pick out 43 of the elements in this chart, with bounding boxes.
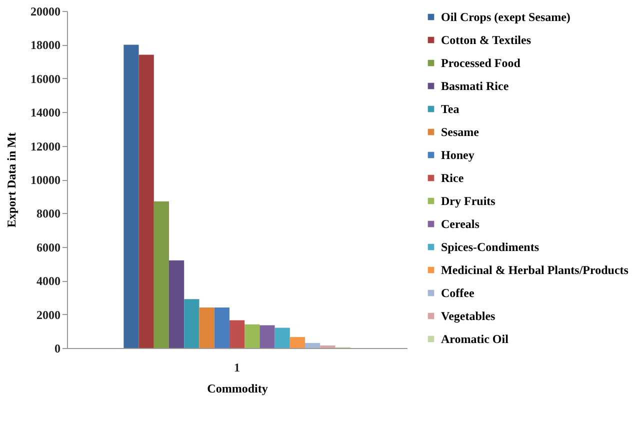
bar [199,308,214,348]
bar [169,260,184,348]
bar [305,342,320,348]
x-tick-label: 1 [234,360,240,374]
legend-label: Spices-Condiments [441,240,540,254]
bar [214,308,230,348]
bar [124,44,139,348]
y-tick-label: 6000 [36,240,60,254]
legend-label: Tea [441,102,460,116]
legend-label: Dry Fruits [441,194,496,208]
bar [290,337,305,348]
y-tick-label: 8000 [36,206,60,221]
legend-label: Cotton & Textiles [441,33,532,47]
legend-label: Honey [441,148,474,162]
bar [244,324,260,348]
bar [274,328,290,348]
x-axis-title: Commodity [207,382,268,396]
legend-label: Sesame [441,125,480,139]
bar [320,345,336,348]
bar [184,299,200,348]
legend-label: Aromatic Oil [441,332,510,346]
y-tick-label: 10000 [30,173,60,187]
legend-label: Basmati Rice [441,79,510,93]
y-tick-label: 2000 [36,308,60,322]
y-tick-label: 16000 [30,72,60,86]
legend-label: Vegetables [441,309,496,323]
y-axis-title: Export Data in Mt [4,132,18,228]
legend-label: Processed Food [441,56,521,70]
y-tick-label: 12000 [30,139,60,154]
bar [229,320,245,348]
legend-label: Cereals [441,217,480,231]
bar [138,54,154,348]
legend-label: Coffee [441,286,475,300]
y-tick-label: 18000 [30,38,60,52]
bar [260,325,275,348]
bar [154,201,169,348]
legend-label: Oil Crops (exept Sesame) [441,10,570,24]
y-tick-label: 4000 [36,274,60,288]
legend-label: Rice [441,171,464,185]
y-tick-label: 0 [54,342,60,356]
legend-label: Medicinal & Herbal Plants/Products [441,263,629,277]
y-tick-label: 20000 [30,4,60,18]
y-tick-label: 14000 [30,106,60,120]
